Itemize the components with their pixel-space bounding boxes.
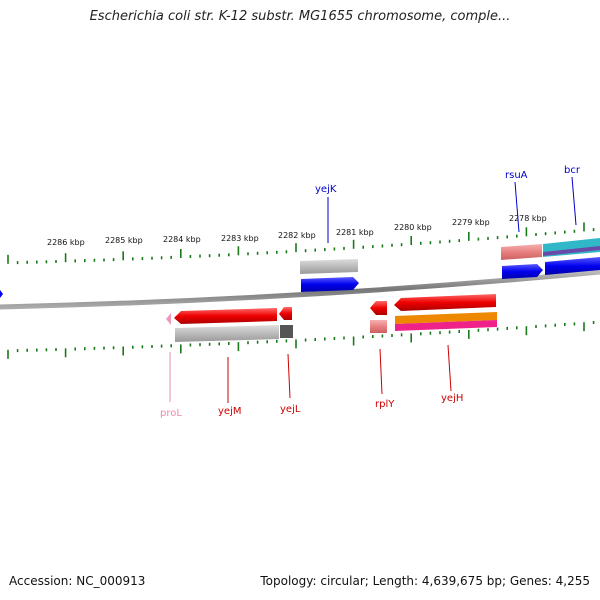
kbp-label: 2280 kbp bbox=[394, 223, 432, 232]
gene-label-bcr[interactable]: bcr bbox=[564, 165, 581, 176]
cds-arrow-rplY[interactable] bbox=[370, 301, 387, 315]
gene-label-yejK[interactable]: yejK bbox=[315, 184, 337, 195]
gene-label-rsuA[interactable]: rsuA bbox=[505, 170, 528, 181]
kbp-label: 2284 kbp bbox=[163, 235, 201, 244]
gene-bar-yejL[interactable] bbox=[280, 325, 293, 338]
inner-tick-track bbox=[7, 321, 595, 359]
gene-bar-rplY[interactable] bbox=[370, 320, 387, 333]
kbp-label: 2286 kbp bbox=[47, 238, 85, 247]
cds-arrow-yejK[interactable] bbox=[301, 277, 359, 292]
gene-bar-yejK[interactable] bbox=[300, 259, 358, 274]
label-line-bcr bbox=[571, 176, 577, 226]
cds-arrow-yejL[interactable] bbox=[279, 307, 292, 320]
cds-arrow-bcr[interactable] bbox=[545, 257, 600, 275]
label-line-rplY bbox=[379, 348, 383, 395]
outer-tick-track bbox=[7, 222, 595, 265]
kbp-label: 2281 kbp bbox=[336, 228, 374, 237]
cds-arrow-rsuA[interactable] bbox=[502, 264, 543, 279]
gene-bar-rsuA[interactable] bbox=[501, 244, 542, 260]
chromosome-backbone bbox=[0, 269, 600, 310]
gene-label-yejM[interactable]: yejM bbox=[218, 406, 241, 417]
gene-label-yejH[interactable]: yejH bbox=[441, 393, 463, 404]
left-gene-fragment bbox=[0, 290, 3, 298]
gene-bar-bcr-stripe bbox=[543, 246, 600, 256]
gene-bar-yejM[interactable] bbox=[175, 325, 279, 342]
topology-summary: Topology: circular; Length: 4,639,675 bp… bbox=[260, 574, 590, 588]
gene-label-rplY[interactable]: rplY bbox=[375, 399, 395, 410]
label-line-yejL bbox=[287, 353, 291, 399]
kbp-label: 2278 kbp bbox=[509, 214, 547, 223]
cds-arrow-yejH[interactable] bbox=[394, 294, 496, 311]
gene-bar-yejH-magenta[interactable] bbox=[395, 320, 497, 331]
cds-arrow-yejM[interactable] bbox=[174, 308, 277, 324]
gene-label-yejL[interactable]: yejL bbox=[280, 404, 301, 415]
trna-marker-proL[interactable] bbox=[166, 313, 171, 325]
accession-label: Accession: NC_000913 bbox=[9, 574, 146, 588]
kbp-label: 2282 kbp bbox=[278, 231, 316, 240]
kbp-label: 2279 kbp bbox=[452, 218, 490, 227]
gene-label-proL[interactable]: proL bbox=[160, 408, 182, 419]
kbp-label: 2283 kbp bbox=[221, 234, 259, 243]
label-line-rsuA bbox=[514, 181, 520, 233]
label-line-yejH bbox=[447, 344, 452, 392]
map-title: Escherichia coli str. K-12 substr. MG165… bbox=[89, 9, 511, 24]
kbp-label: 2285 kbp bbox=[105, 236, 143, 245]
